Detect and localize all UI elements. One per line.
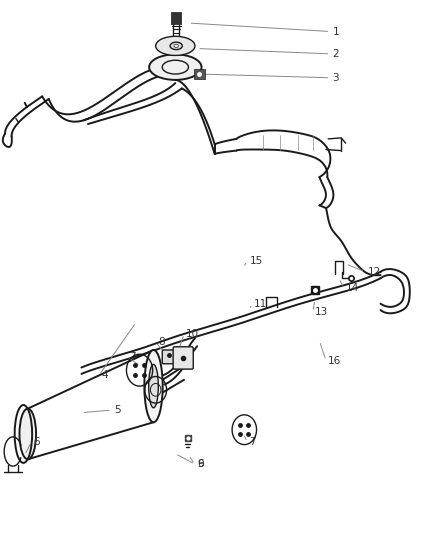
Ellipse shape	[170, 42, 182, 50]
Text: 14: 14	[346, 283, 359, 293]
Text: 7: 7	[130, 352, 136, 362]
Text: 13: 13	[315, 306, 328, 317]
Text: 9: 9	[197, 459, 204, 469]
Ellipse shape	[19, 409, 36, 459]
Text: 7: 7	[250, 437, 256, 447]
Text: 12: 12	[367, 267, 381, 277]
Text: 6: 6	[197, 459, 204, 469]
FancyBboxPatch shape	[171, 12, 181, 24]
Ellipse shape	[145, 350, 162, 422]
Text: 2: 2	[332, 49, 339, 59]
Ellipse shape	[149, 365, 158, 408]
Text: 11: 11	[254, 298, 267, 309]
Text: 1: 1	[332, 27, 339, 37]
FancyBboxPatch shape	[194, 69, 205, 79]
Text: 16: 16	[328, 356, 341, 366]
Text: 15: 15	[250, 256, 263, 266]
Text: 6: 6	[33, 437, 40, 447]
Text: 4: 4	[101, 370, 108, 381]
Ellipse shape	[149, 54, 201, 80]
FancyBboxPatch shape	[173, 347, 193, 369]
Text: 5: 5	[114, 405, 121, 415]
FancyBboxPatch shape	[162, 350, 175, 364]
Ellipse shape	[174, 44, 178, 47]
Text: 10: 10	[186, 329, 199, 339]
Ellipse shape	[155, 36, 195, 55]
Text: 8: 8	[158, 337, 165, 347]
Text: 3: 3	[332, 73, 339, 83]
